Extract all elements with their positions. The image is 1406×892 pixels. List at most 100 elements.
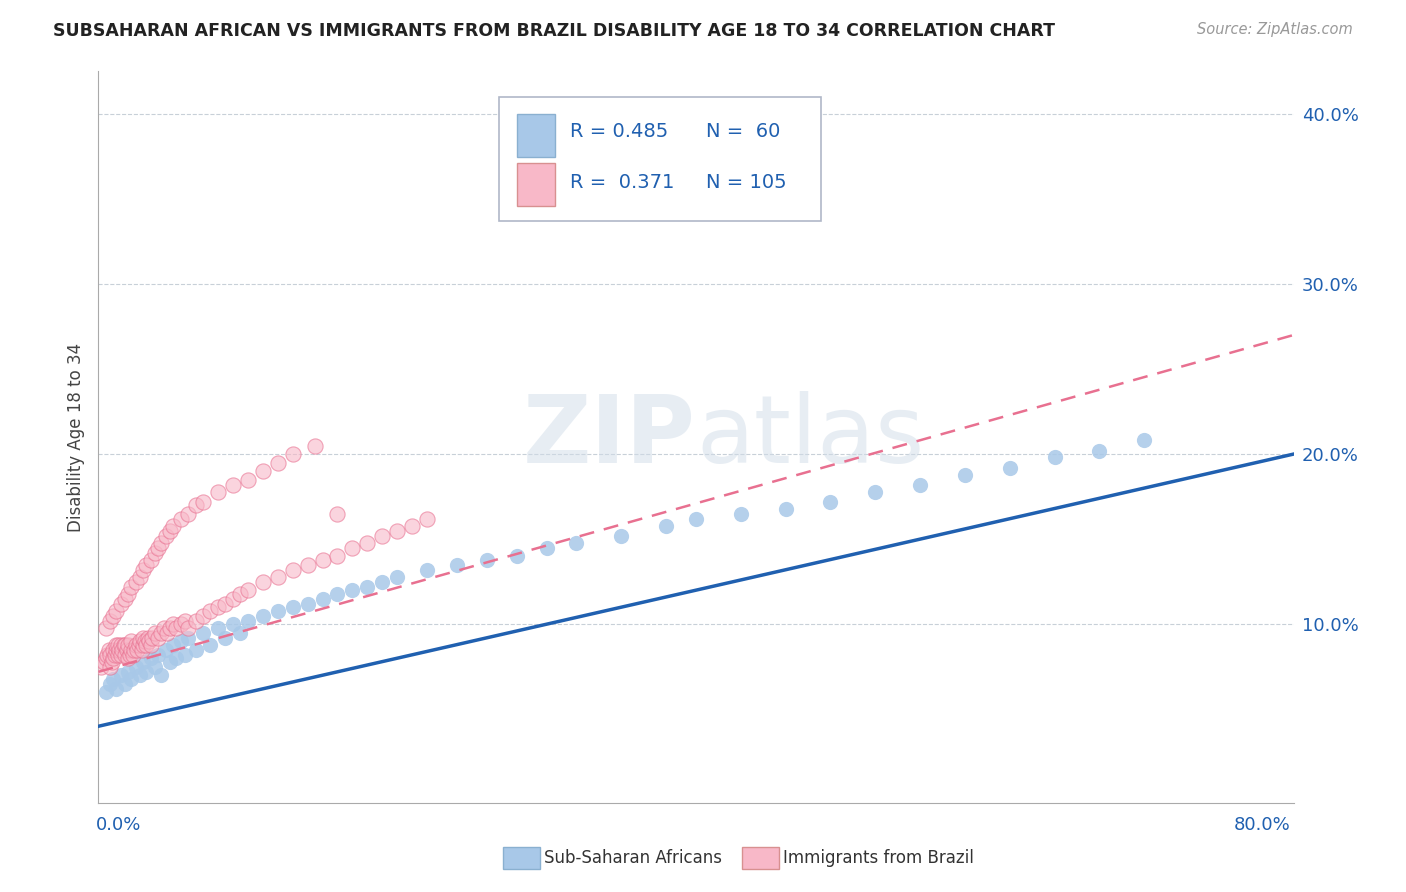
Point [103, 608, 125, 623]
Point [121, 648, 143, 662]
Point [191, 494, 214, 508]
Text: Immigrants from Brazil: Immigrants from Brazil [783, 849, 974, 867]
Point [162, 638, 184, 652]
Point [131, 642, 153, 657]
Point [135, 558, 157, 572]
Text: R = 0.485: R = 0.485 [571, 122, 669, 141]
Point [177, 507, 200, 521]
Point [97, 642, 120, 657]
Point [200, 604, 222, 618]
Point [114, 638, 136, 652]
FancyBboxPatch shape [517, 114, 555, 157]
Point [93, 655, 115, 669]
Point [139, 552, 162, 566]
Point [281, 600, 304, 615]
Point [98, 648, 122, 662]
Point [96, 648, 118, 662]
Point [117, 651, 139, 665]
Point [191, 625, 214, 640]
Point [125, 659, 148, 673]
Point [236, 473, 259, 487]
Point [94, 651, 117, 665]
Point [135, 638, 157, 652]
Point [998, 460, 1021, 475]
Point [148, 648, 170, 662]
Point [281, 563, 304, 577]
Point [115, 642, 138, 657]
Point [252, 574, 274, 589]
Point [342, 583, 364, 598]
Point [267, 604, 290, 618]
Point [129, 634, 152, 648]
Point [730, 507, 752, 521]
Point [155, 529, 177, 543]
Point [143, 546, 166, 560]
Point [141, 631, 163, 645]
Point [150, 625, 173, 640]
Point [416, 563, 439, 577]
Point [124, 642, 146, 657]
Text: SUBSAHARAN AFRICAN VS IMMIGRANTS FROM BRAZIL DISABILITY AGE 18 TO 34 CORRELATION: SUBSAHARAN AFRICAN VS IMMIGRANTS FROM BR… [53, 22, 1056, 40]
Point [184, 642, 207, 657]
Point [162, 518, 184, 533]
Point [143, 625, 166, 640]
Y-axis label: Disability Age 18 to 34: Disability Age 18 to 34 [66, 343, 84, 532]
Point [159, 655, 181, 669]
Point [94, 685, 117, 699]
Point [236, 614, 259, 628]
Point [385, 569, 409, 583]
Point [120, 580, 142, 594]
Point [120, 642, 142, 657]
Point [865, 484, 887, 499]
Point [222, 477, 245, 491]
Point [132, 638, 155, 652]
Point [371, 574, 394, 589]
Point [371, 529, 394, 543]
Point [311, 552, 333, 566]
Point [229, 625, 252, 640]
Text: R =  0.371: R = 0.371 [571, 173, 675, 192]
Point [148, 631, 170, 645]
Point [117, 586, 139, 600]
Point [565, 535, 588, 549]
Point [1088, 443, 1111, 458]
Point [610, 529, 633, 543]
Point [105, 681, 128, 696]
Point [177, 631, 200, 645]
Point [90, 659, 112, 673]
Point [129, 668, 152, 682]
Point [110, 668, 132, 682]
Point [118, 648, 141, 662]
Text: Source: ZipAtlas.com: Source: ZipAtlas.com [1197, 22, 1353, 37]
Point [416, 512, 439, 526]
Point [252, 464, 274, 478]
Point [297, 558, 319, 572]
Point [94, 621, 117, 635]
Point [162, 617, 184, 632]
Point [229, 586, 252, 600]
Point [98, 614, 122, 628]
Point [98, 659, 122, 673]
Point [326, 507, 349, 521]
Text: ZIP: ZIP [523, 391, 696, 483]
Point [536, 541, 558, 555]
Point [207, 484, 229, 499]
Point [184, 498, 207, 512]
Point [222, 617, 245, 632]
Point [110, 638, 132, 652]
Point [1043, 450, 1066, 465]
Point [150, 668, 173, 682]
Point [114, 591, 136, 606]
Text: 0.0%: 0.0% [96, 816, 141, 834]
Point [655, 518, 678, 533]
Point [165, 651, 187, 665]
Point [191, 608, 214, 623]
Point [107, 638, 129, 652]
Text: N =  60: N = 60 [706, 122, 780, 141]
Point [159, 524, 181, 538]
Point [953, 467, 976, 482]
Point [267, 569, 290, 583]
Point [506, 549, 529, 563]
Point [120, 634, 142, 648]
Point [326, 549, 349, 563]
